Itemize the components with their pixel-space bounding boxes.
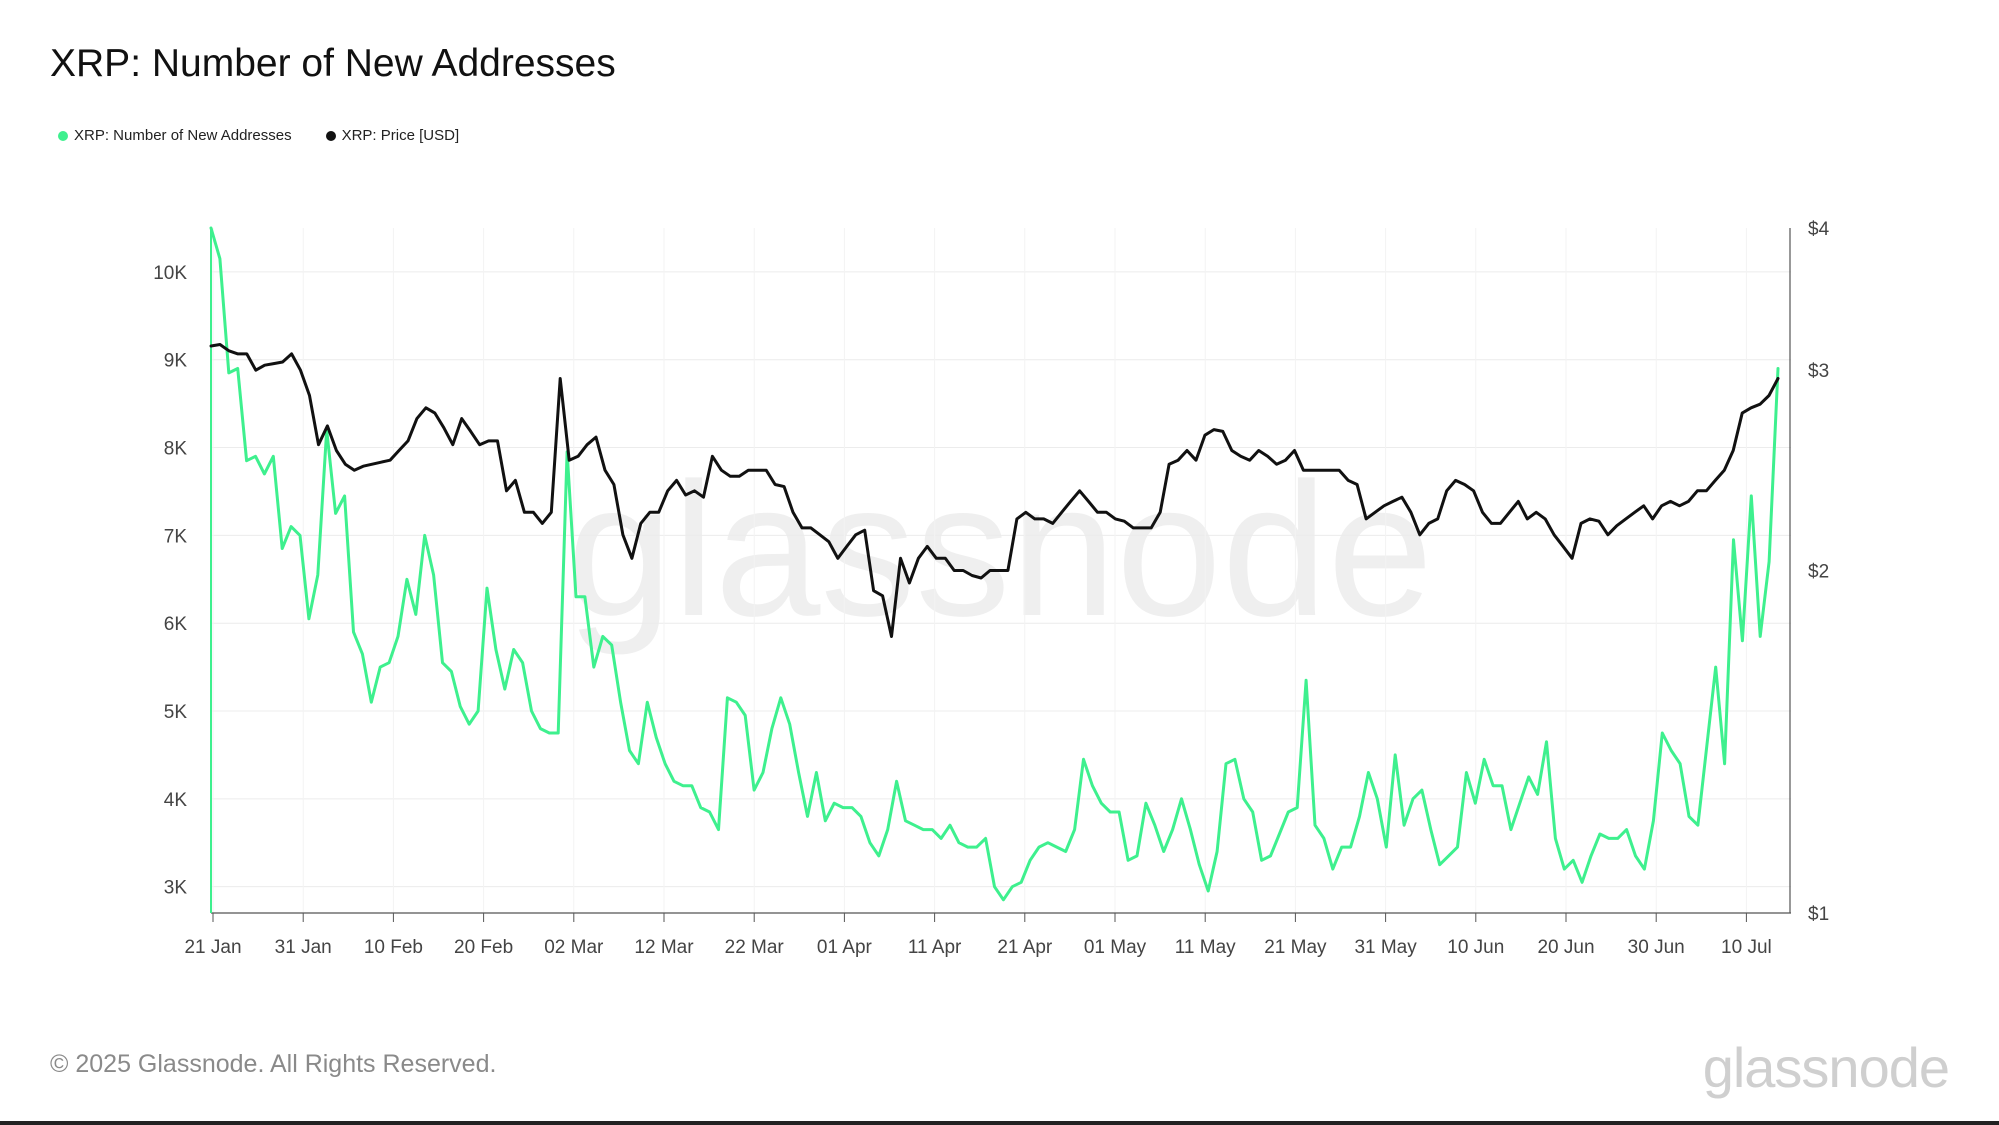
legend-label-price: XRP: Price [USD]	[341, 127, 460, 144]
y-left-tick-label: 4K	[164, 790, 188, 811]
x-tick-label: 02 Mar	[544, 937, 604, 958]
x-tick-label: 20 Jun	[1537, 937, 1594, 958]
chart-title: XRP: Number of New Addresses	[50, 42, 616, 85]
x-tick-label: 31 Jan	[275, 937, 332, 958]
x-tick-label: 30 Jun	[1628, 937, 1685, 958]
legend-item-price[interactable]: XRP: Price [USD]	[325, 127, 460, 144]
x-tick-label: 10 Jul	[1721, 937, 1772, 958]
x-tick-label: 22 Mar	[725, 937, 785, 958]
x-tick-label: 20 Feb	[454, 937, 513, 958]
x-tick-label: 21 May	[1264, 937, 1327, 958]
series-lines	[209, 226, 1780, 902]
y-right-tick-label: $4	[1808, 219, 1830, 240]
legend-item-new-addresses[interactable]: XRP: Number of New Addresses	[58, 127, 292, 144]
glassnode-logo: glassnode	[1702, 1036, 1950, 1099]
y-right-tick-label: $3	[1808, 361, 1829, 382]
y-left-tick-label: 8K	[164, 439, 188, 460]
x-tick-label: 21 Apr	[997, 937, 1053, 958]
x-tick-label: 11 Apr	[908, 937, 962, 958]
x-tick-label: 21 Jan	[184, 937, 241, 958]
x-tick-label: 10 Jun	[1447, 937, 1504, 958]
legend-dot-price	[325, 130, 336, 141]
x-tick-label: 10 Feb	[364, 937, 423, 958]
x-tick-label: 11 May	[1175, 937, 1236, 958]
watermark: glassnode	[567, 444, 1433, 656]
series-line-new-addresses	[209, 226, 1780, 902]
copyright-footer: © 2025 Glassnode. All Rights Reserved.	[50, 1050, 497, 1078]
x-tick-label: 01 Apr	[817, 937, 873, 958]
axes	[210, 228, 1791, 922]
x-tick-label: 31 May	[1354, 937, 1417, 958]
legend: XRP: Number of New Addresses XRP: Price …	[58, 127, 459, 144]
y-right-tick-label: $2	[1808, 562, 1829, 583]
y-left-tick-label: 5K	[164, 702, 188, 723]
bottom-border	[0, 1121, 1999, 1125]
y-left-tick-label: 6K	[164, 614, 188, 635]
legend-label-new-addresses: XRP: Number of New Addresses	[74, 127, 292, 144]
y-right-tick-label: $1	[1808, 904, 1829, 925]
legend-dot-new-addresses	[58, 130, 68, 141]
y-left-tick-label: 7K	[164, 526, 188, 547]
x-tick-label: 01 May	[1084, 937, 1147, 958]
y-left-tick-label: 10K	[153, 263, 187, 284]
x-tick-label: 12 Mar	[634, 937, 694, 958]
tick-labels: 3K 4K 5K 6K 7K 8K 9K 10K $1 $2 $3 $4 21 Jan 31 Jan 10 …	[153, 219, 1829, 958]
y-left-tick-label: 3K	[164, 878, 188, 899]
gridlines	[211, 228, 1791, 913]
series-line-price	[209, 343, 1780, 638]
y-left-tick-label: 9K	[164, 351, 188, 372]
